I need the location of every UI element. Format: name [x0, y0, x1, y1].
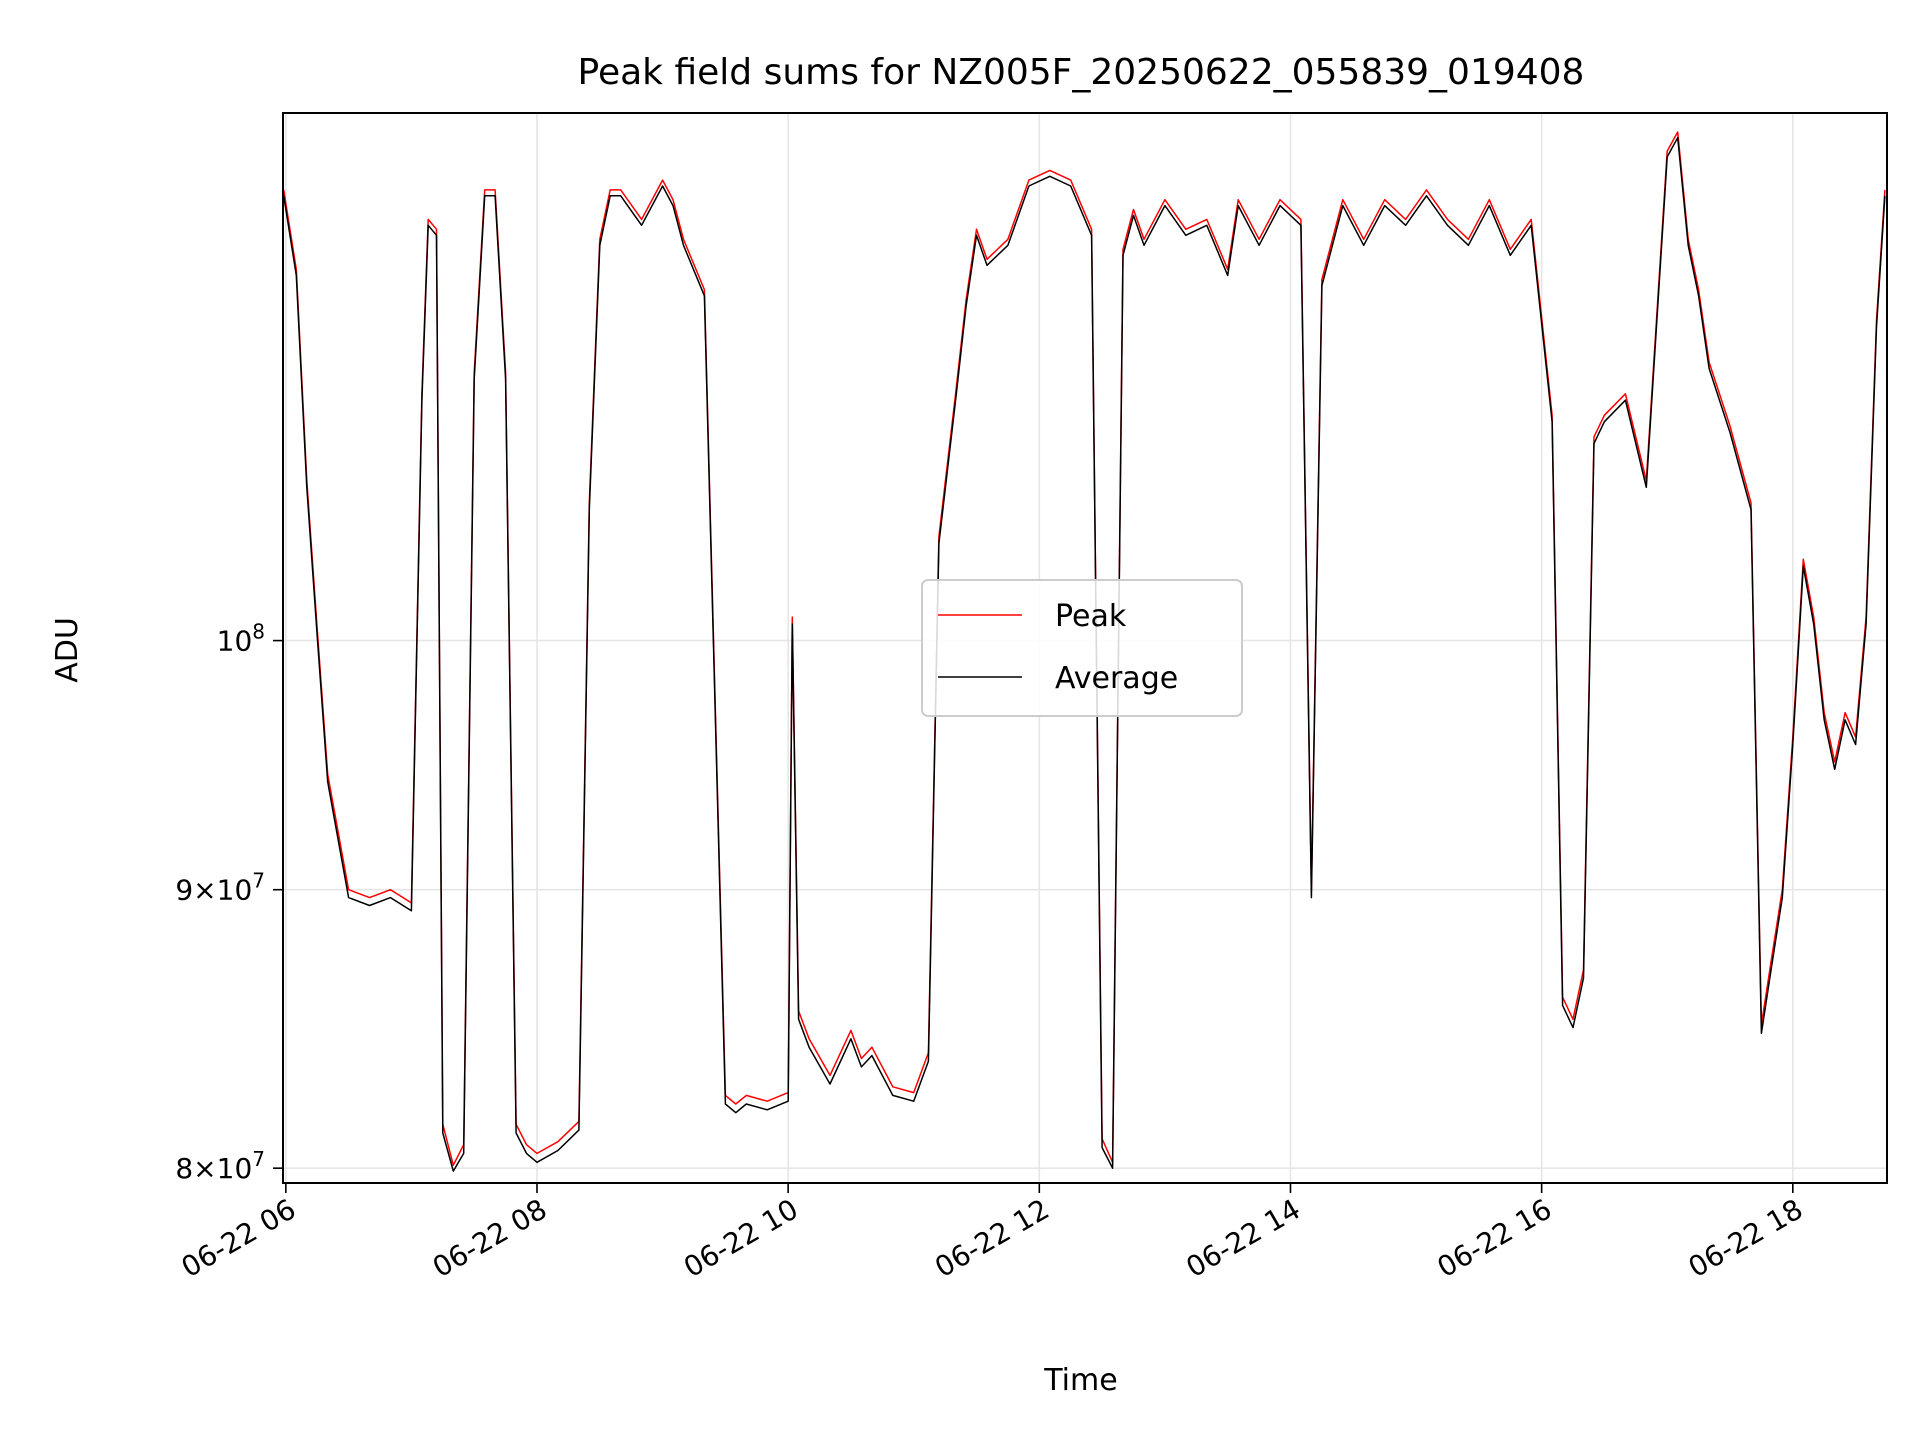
y-tick-exponent: 7	[252, 1147, 265, 1171]
legend-label-average: Average	[1055, 661, 1178, 696]
y-tick-base: 10	[217, 625, 253, 658]
y-tick-base: 8×10	[175, 1152, 252, 1185]
series-lines	[282, 131, 1886, 1172]
chart-title: Peak field sums for NZ005F_20250622_0558…	[578, 52, 1585, 93]
legend: Peak Average	[921, 579, 1243, 717]
y-tick-exponent: 7	[252, 869, 265, 893]
y-axis-title: ADU	[50, 617, 85, 683]
legend-box	[921, 579, 1243, 717]
x-axis-title: Time	[1043, 1363, 1117, 1398]
y-tick-label: 108	[217, 620, 265, 658]
legend-label-peak: Peak	[1055, 599, 1127, 634]
y-tick-label: 8×107	[175, 1147, 265, 1185]
grid	[283, 113, 1887, 1183]
plot-frame	[282, 112, 1888, 1184]
series-line-average	[282, 136, 1886, 1172]
y-tick-base: 9×10	[175, 874, 252, 907]
y-tick-exponent: 8	[252, 620, 265, 644]
y-tick-label: 9×107	[175, 869, 265, 907]
